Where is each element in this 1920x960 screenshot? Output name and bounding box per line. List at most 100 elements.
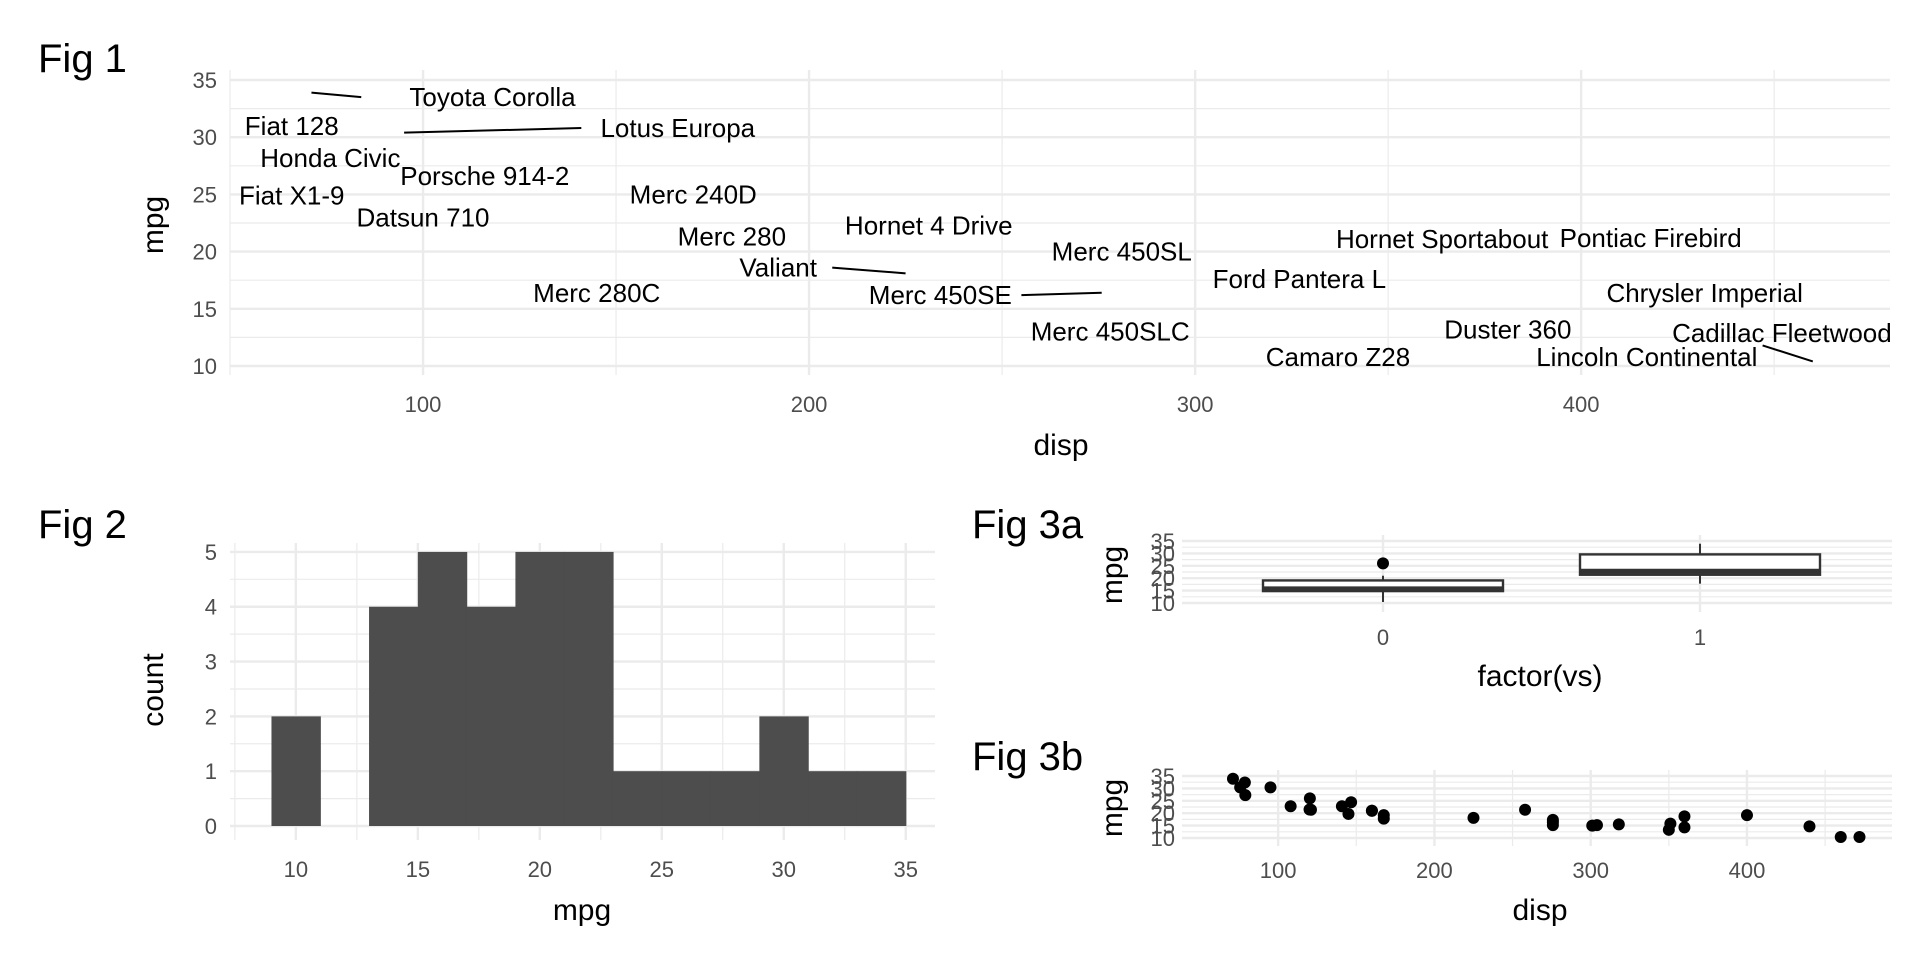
y-tick-label: 35 xyxy=(1151,529,1175,554)
histogram-bar xyxy=(808,771,858,826)
car-label: Cadillac Fleetwood xyxy=(1672,318,1892,348)
fig3b-grid xyxy=(1182,770,1892,846)
scatter-point xyxy=(1239,789,1252,802)
y-tick-label: 20 xyxy=(1151,566,1175,591)
histogram-bar xyxy=(271,716,321,826)
car-label: Pontiac Firebird xyxy=(1560,223,1742,253)
fig1-y-axis-title: mpg xyxy=(137,196,170,254)
fig3a-tag: Fig 3a xyxy=(972,503,1084,547)
scatter-point xyxy=(1365,804,1378,817)
scatter-point xyxy=(1345,796,1358,809)
fig3b-points xyxy=(1226,772,1866,844)
fig1-x-axis-title: disp xyxy=(1033,429,1088,462)
x-tick-label: 10 xyxy=(284,857,308,882)
scatter-point xyxy=(1303,792,1316,805)
y-tick-label: 2 xyxy=(205,704,217,729)
histogram-bar xyxy=(856,771,907,826)
scatter-point xyxy=(1304,803,1317,816)
y-tick-label: 30 xyxy=(1151,541,1175,566)
fig1-y-ticks: 10 15 20 25 30 35 xyxy=(193,68,217,379)
x-tick-label: 200 xyxy=(1416,858,1453,883)
label-leader-line xyxy=(1762,344,1814,363)
car-label: Merc 280 xyxy=(678,222,786,252)
fig2-y-axis-title: count xyxy=(137,653,170,727)
scatter-point xyxy=(1664,817,1677,830)
x-tick-label: 100 xyxy=(1260,858,1297,883)
fig2-panel: Fig 2 0 1 2 3 4 5 10 15 20 25 30 35 mpg count xyxy=(38,503,935,927)
x-tick-label: 300 xyxy=(1177,392,1214,417)
fig1-tag: Fig 1 xyxy=(38,37,127,81)
scatter-point xyxy=(1546,819,1559,832)
fig3a-y-axis-title: mpg xyxy=(1096,546,1129,604)
fig3a-grid xyxy=(1182,535,1892,612)
label-leader-line xyxy=(404,127,582,134)
fig2-y-ticks: 0 1 2 3 4 5 xyxy=(205,540,217,839)
x-tick-label: 200 xyxy=(791,392,828,417)
y-tick-label: 15 xyxy=(193,297,217,322)
fig1-x-ticks: 100 200 300 400 xyxy=(405,392,1600,417)
histogram-bar xyxy=(417,551,468,826)
fig3b-x-axis-title: disp xyxy=(1512,894,1567,927)
x-tick-label: 300 xyxy=(1572,858,1609,883)
histogram-bar xyxy=(612,771,663,826)
box-outlier-point xyxy=(1377,557,1389,570)
x-tick-label: 400 xyxy=(1563,392,1600,417)
fig3a-boxplots xyxy=(1261,543,1822,603)
x-tick-label: 20 xyxy=(528,857,552,882)
x-tick-label: 30 xyxy=(772,857,796,882)
y-tick-label: 25 xyxy=(1151,554,1175,579)
scatter-point xyxy=(1284,800,1297,813)
scatter-point xyxy=(1377,812,1390,825)
y-tick-label: 35 xyxy=(1151,764,1175,789)
histogram-bar xyxy=(369,606,419,826)
car-label: Merc 450SLC xyxy=(1031,317,1190,347)
x-tick-label: 0 xyxy=(1377,625,1389,650)
scatter-point xyxy=(1740,809,1753,822)
scatter-point xyxy=(1342,807,1355,820)
scatter-point xyxy=(1803,820,1816,833)
y-tick-label: 30 xyxy=(1151,776,1175,801)
y-tick-label: 20 xyxy=(1151,801,1175,826)
car-label: Merc 240D xyxy=(630,179,757,209)
car-label: Merc 450SL xyxy=(1052,237,1192,267)
histogram-bar xyxy=(515,551,565,826)
fig2-histogram-bars xyxy=(271,551,907,826)
histogram-bar xyxy=(759,716,809,826)
car-label: Merc 280C xyxy=(533,278,660,308)
car-label: Datsun 710 xyxy=(357,202,490,232)
histogram-bar xyxy=(466,606,517,826)
scatter-point xyxy=(1853,831,1866,844)
y-tick-label: 15 xyxy=(1151,579,1175,604)
scatter-point xyxy=(1467,811,1480,824)
label-leader-line xyxy=(311,91,362,99)
y-tick-label: 1 xyxy=(205,759,217,784)
car-label: Honda Civic xyxy=(260,143,400,173)
x-tick-label: 400 xyxy=(1729,858,1766,883)
fig3a-x-axis-title: factor(vs) xyxy=(1477,660,1602,693)
y-tick-label: 25 xyxy=(1151,789,1175,814)
car-label: Camaro Z28 xyxy=(1266,342,1411,372)
car-label: Lotus Europa xyxy=(600,113,755,143)
x-tick-label: 25 xyxy=(650,857,674,882)
fig3b-x-ticks: 100 200 300 400 xyxy=(1260,858,1766,883)
y-tick-label: 3 xyxy=(205,650,217,675)
car-label: Toyota Corolla xyxy=(409,82,576,112)
histogram-bar xyxy=(710,771,760,826)
car-label: Ford Pantera L xyxy=(1213,264,1386,294)
fig1-point-labels: Toyota Corolla Fiat 128 Lotus Europa Honda … xyxy=(239,82,1892,372)
car-label: Fiat 128 xyxy=(245,111,339,141)
scatter-point xyxy=(1264,781,1277,794)
label-leader-line xyxy=(1021,291,1102,297)
fig3b-tag: Fig 3b xyxy=(972,735,1083,779)
car-label: Hornet Sportabout xyxy=(1336,224,1549,254)
y-tick-label: 15 xyxy=(1151,814,1175,839)
scatter-point xyxy=(1612,818,1625,831)
x-tick-label: 100 xyxy=(405,392,442,417)
scatter-point xyxy=(1678,821,1691,834)
label-leader-line xyxy=(832,266,906,275)
x-tick-label: 1 xyxy=(1694,625,1706,650)
